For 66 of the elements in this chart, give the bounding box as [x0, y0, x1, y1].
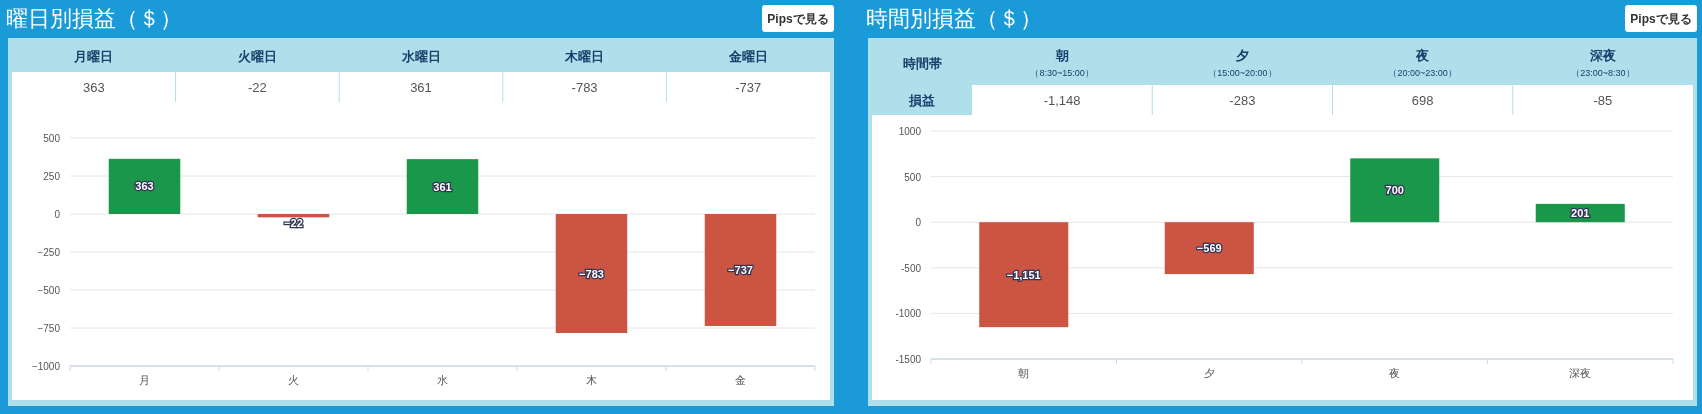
text: 夕 — [1234, 48, 1249, 63]
data-label: −783 — [579, 267, 604, 280]
text: （15:00~20:00） — [1208, 68, 1277, 78]
text: 時間帯 — [902, 55, 942, 71]
text: 金曜日 — [727, 49, 768, 64]
text: 月曜日 — [73, 49, 114, 64]
y-tick-label: 500 — [43, 133, 61, 144]
text: 深夜 — [1588, 48, 1617, 63]
x-tick-label: 月 — [139, 374, 150, 386]
x-tick-label: 木 — [586, 374, 597, 386]
text: -85 — [1593, 93, 1613, 108]
x-tick-label: 朝 — [1018, 367, 1030, 379]
y-tick-label: 1000 — [898, 126, 922, 137]
text: Pipsで見る — [1630, 12, 1692, 26]
bar — [704, 214, 777, 327]
y-tick-label: −500 — [37, 285, 61, 296]
text: 火曜日 — [236, 49, 277, 64]
x-tick-label: 金 — [735, 374, 746, 386]
text: -22 — [248, 80, 267, 95]
y-tick-label: -500 — [900, 262, 922, 274]
text: 夜 — [1415, 48, 1431, 63]
bar — [108, 158, 181, 214]
x-tick-label: 火 — [288, 374, 299, 386]
text: Pipsで見る — [767, 12, 829, 26]
bar — [555, 214, 628, 334]
x-tick-label: 深夜 — [1569, 367, 1592, 379]
data-label: 201 — [1571, 207, 1590, 220]
data-label: −1,151 — [1006, 268, 1041, 281]
data-label: −737 — [728, 264, 753, 277]
y-tick-label: −250 — [37, 247, 61, 258]
chart-title: 曜日別損益（＄） — [6, 6, 182, 31]
text: -783 — [571, 80, 598, 95]
text: -1,148 — [1043, 93, 1081, 108]
text: 木曜日 — [564, 49, 605, 64]
text: -737 — [735, 80, 762, 95]
y-tick-label: 0 — [54, 209, 61, 220]
y-tick-label: 0 — [915, 217, 922, 229]
bar — [1164, 222, 1254, 275]
bar — [1350, 158, 1440, 223]
bar — [406, 159, 479, 214]
data-label: 361 — [433, 180, 452, 193]
y-tick-label: 250 — [43, 171, 61, 182]
text: -283 — [1229, 93, 1256, 108]
y-tick-label: -1500 — [895, 354, 922, 365]
text: 698 — [1411, 93, 1434, 108]
y-tick-label: -1000 — [895, 308, 922, 320]
x-tick-label: 夜 — [1389, 367, 1401, 379]
data-label: −22 — [284, 217, 303, 230]
text: 損益 — [908, 93, 935, 108]
text: 361 — [410, 80, 432, 95]
x-tick-label: 水 — [437, 374, 448, 386]
text: （20:00~23:00） — [1388, 68, 1457, 78]
bar — [979, 222, 1069, 328]
y-tick-label: −1000 — [31, 361, 61, 372]
text: 朝 — [1054, 48, 1069, 63]
text: 水曜日 — [400, 49, 441, 64]
data-label: −569 — [1196, 242, 1222, 255]
text: 363 — [82, 80, 105, 95]
chart-title: 時間別損益（＄） — [866, 6, 1042, 31]
y-tick-label: 500 — [904, 171, 922, 183]
text: （23:00~8:30） — [1571, 68, 1635, 78]
data-label: 363 — [135, 180, 154, 193]
text: （8:30~15:00） — [1030, 68, 1094, 78]
data-label: 700 — [1385, 184, 1404, 197]
y-tick-label: −750 — [37, 323, 61, 334]
x-tick-label: 夕 — [1203, 367, 1215, 379]
